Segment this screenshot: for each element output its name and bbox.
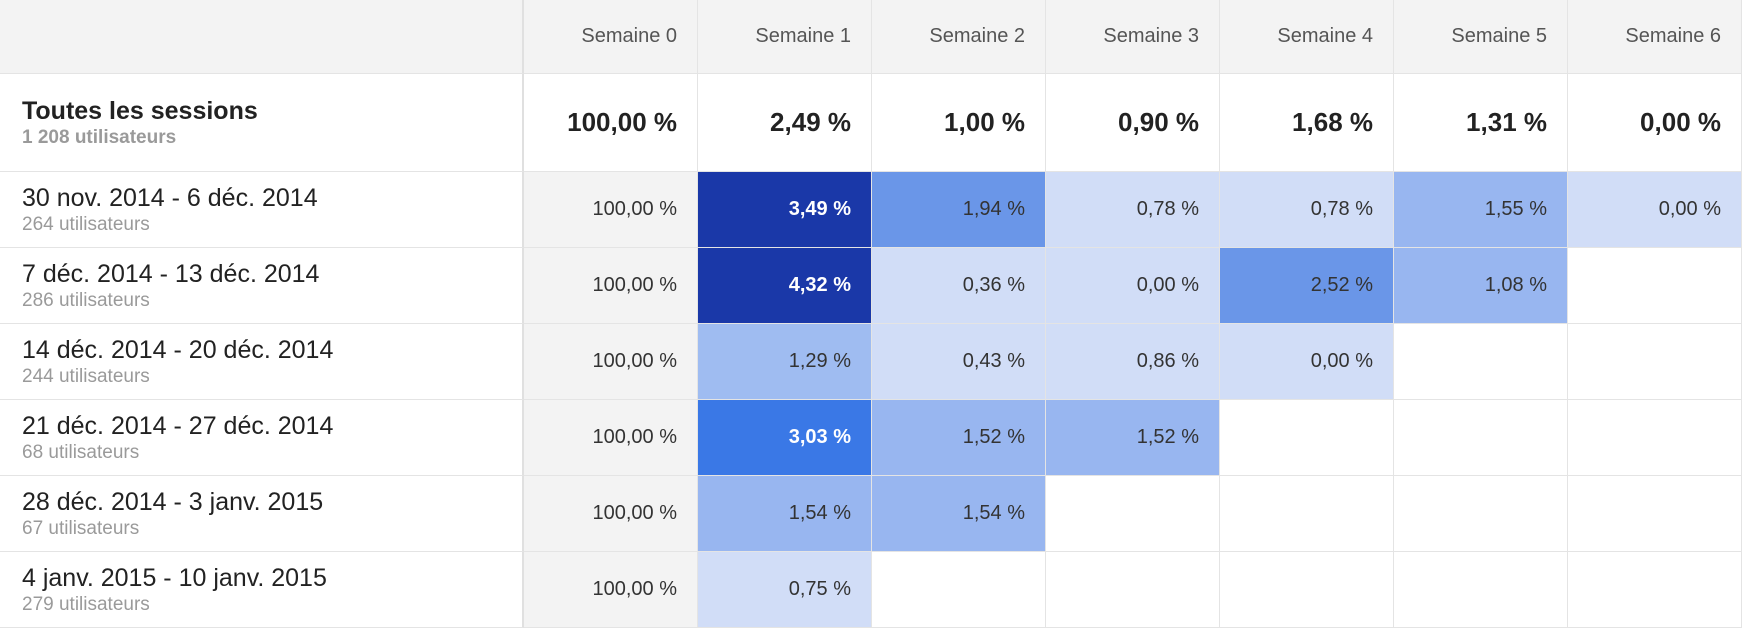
empty-cell [1220, 400, 1394, 476]
total-row-title: Toutes les sessions [22, 97, 258, 125]
cohort-cell[interactable]: 3,49 % [698, 172, 872, 248]
cohort-cell[interactable]: 0,00 % [1568, 172, 1742, 248]
cohort-cell[interactable]: 100,00 % [524, 400, 698, 476]
empty-cell [1394, 552, 1568, 628]
cohort-users: 67 utilisateurs [22, 518, 140, 539]
total-cell-week-5: 1,31 % [1394, 74, 1568, 172]
cohort-users: 264 utilisateurs [22, 214, 150, 235]
cohort-date-range: 30 nov. 2014 - 6 déc. 2014 [22, 184, 318, 212]
header-corner [0, 0, 524, 74]
cohort-cell[interactable]: 1,55 % [1394, 172, 1568, 248]
total-cell-week-3: 0,90 % [1046, 74, 1220, 172]
total-cell-week-1: 2,49 % [698, 74, 872, 172]
cohort-cell[interactable]: 0,43 % [872, 324, 1046, 400]
empty-cell [1568, 552, 1742, 628]
cohort-cell[interactable]: 100,00 % [524, 248, 698, 324]
cohort-cell[interactable]: 2,52 % [1220, 248, 1394, 324]
cohort-date-range: 14 déc. 2014 - 20 déc. 2014 [22, 336, 334, 364]
cohort-users: 286 utilisateurs [22, 290, 150, 311]
empty-cell [1394, 476, 1568, 552]
cohort-row-label[interactable]: 21 déc. 2014 - 27 déc. 2014 68 utilisateu… [0, 400, 524, 476]
cohort-cell[interactable]: 4,32 % [698, 248, 872, 324]
column-header-week-5[interactable]: Semaine 5 [1394, 0, 1568, 74]
cohort-cell[interactable]: 1,29 % [698, 324, 872, 400]
empty-cell [1220, 552, 1394, 628]
cohort-row-label[interactable]: 14 déc. 2014 - 20 déc. 2014 244 utilisate… [0, 324, 524, 400]
cohort-cell[interactable]: 0,00 % [1046, 248, 1220, 324]
total-row-label[interactable]: Toutes les sessions 1 208 utilisateurs [0, 74, 524, 172]
cohort-row-label[interactable]: 7 déc. 2014 - 13 déc. 2014 286 utilisateu… [0, 248, 524, 324]
cohort-row-label[interactable]: 30 nov. 2014 - 6 déc. 2014 264 utilisateu… [0, 172, 524, 248]
cohort-cell[interactable]: 1,54 % [698, 476, 872, 552]
column-header-week-2[interactable]: Semaine 2 [872, 0, 1046, 74]
cohort-cell[interactable]: 1,08 % [1394, 248, 1568, 324]
cohort-cell[interactable]: 0,75 % [698, 552, 872, 628]
column-header-week-4[interactable]: Semaine 4 [1220, 0, 1394, 74]
cohort-cell[interactable]: 100,00 % [524, 172, 698, 248]
empty-cell [1394, 324, 1568, 400]
cohort-date-range: 7 déc. 2014 - 13 déc. 2014 [22, 260, 320, 288]
column-header-week-1[interactable]: Semaine 1 [698, 0, 872, 74]
empty-cell [1568, 248, 1742, 324]
total-cell-week-4: 1,68 % [1220, 74, 1394, 172]
empty-cell [872, 552, 1046, 628]
cohort-cell[interactable]: 0,00 % [1220, 324, 1394, 400]
empty-cell [1394, 400, 1568, 476]
empty-cell [1046, 552, 1220, 628]
cohort-cell[interactable]: 100,00 % [524, 324, 698, 400]
cohort-cell[interactable]: 1,94 % [872, 172, 1046, 248]
cohort-row-label[interactable]: 4 janv. 2015 - 10 janv. 2015 279 utilisat… [0, 552, 524, 628]
total-cell-week-2: 1,00 % [872, 74, 1046, 172]
cohort-date-range: 28 déc. 2014 - 3 janv. 2015 [22, 488, 324, 516]
cohort-date-range: 21 déc. 2014 - 27 déc. 2014 [22, 412, 334, 440]
column-header-week-6[interactable]: Semaine 6 [1568, 0, 1742, 74]
cohort-users: 68 utilisateurs [22, 442, 140, 463]
cohort-cell[interactable]: 1,52 % [872, 400, 1046, 476]
total-row-users: 1 208 utilisateurs [22, 127, 177, 148]
empty-cell [1568, 476, 1742, 552]
column-header-week-0[interactable]: Semaine 0 [524, 0, 698, 74]
cohort-date-range: 4 janv. 2015 - 10 janv. 2015 [22, 564, 327, 592]
cohort-users: 279 utilisateurs [22, 594, 150, 615]
total-cell-week-6: 0,00 % [1568, 74, 1742, 172]
cohort-cell[interactable]: 1,52 % [1046, 400, 1220, 476]
total-cell-week-0: 100,00 % [524, 74, 698, 172]
cohort-cell[interactable]: 100,00 % [524, 476, 698, 552]
empty-cell [1220, 476, 1394, 552]
empty-cell [1568, 400, 1742, 476]
cohort-users: 244 utilisateurs [22, 366, 150, 387]
cohort-cell[interactable]: 0,78 % [1046, 172, 1220, 248]
empty-cell [1046, 476, 1220, 552]
cohort-row-label[interactable]: 28 déc. 2014 - 3 janv. 2015 67 utilisateu… [0, 476, 524, 552]
cohort-cell[interactable]: 0,36 % [872, 248, 1046, 324]
cohort-cell[interactable]: 1,54 % [872, 476, 1046, 552]
cohort-cell[interactable]: 3,03 % [698, 400, 872, 476]
cohort-cell[interactable]: 0,78 % [1220, 172, 1394, 248]
cohort-cell[interactable]: 100,00 % [524, 552, 698, 628]
cohort-cell[interactable]: 0,86 % [1046, 324, 1220, 400]
empty-cell [1568, 324, 1742, 400]
column-header-week-3[interactable]: Semaine 3 [1046, 0, 1220, 74]
